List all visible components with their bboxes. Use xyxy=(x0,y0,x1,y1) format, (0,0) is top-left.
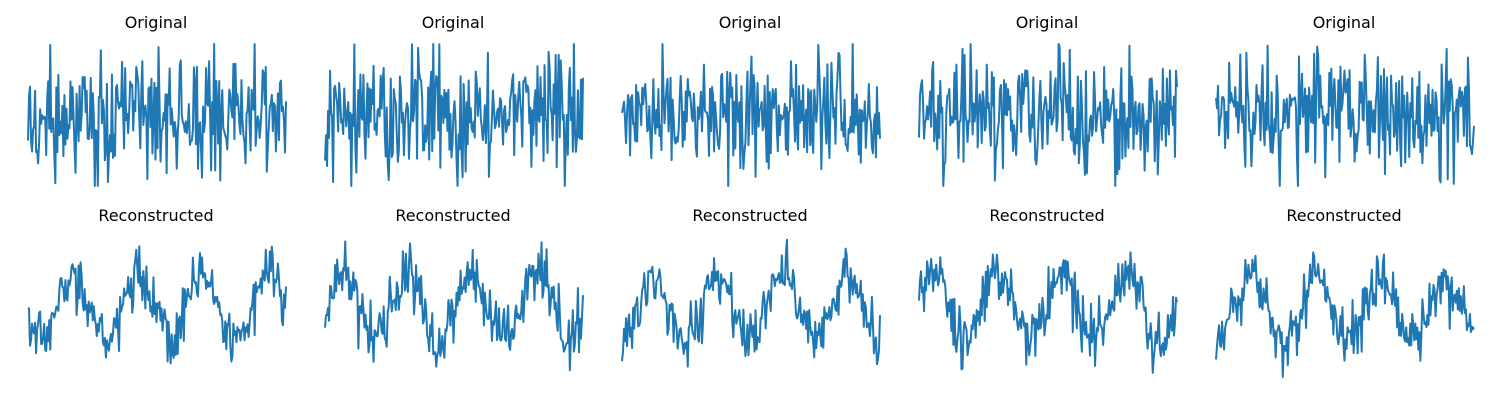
panel-original-5: Original xyxy=(1215,13,1475,187)
panel-title: Reconstructed xyxy=(989,206,1104,225)
panel-original-3: Original xyxy=(621,13,881,187)
panel-title: Original xyxy=(719,13,782,32)
panel-original-1: Original xyxy=(27,13,287,187)
panel-title: Original xyxy=(1016,13,1079,32)
series-line xyxy=(621,238,881,368)
panel-reconstructed-4: Reconstructed xyxy=(918,206,1178,374)
panel-reconstructed-5: Reconstructed xyxy=(1215,206,1475,378)
panel-reconstructed-2: Reconstructed xyxy=(324,206,584,372)
panel-title: Reconstructed xyxy=(692,206,807,225)
panel-title: Reconstructed xyxy=(395,206,510,225)
panel-title: Reconstructed xyxy=(98,206,213,225)
panel-original-2: Original xyxy=(324,13,584,187)
panel-title: Reconstructed xyxy=(1286,206,1401,225)
panel-title: Original xyxy=(422,13,485,32)
panel-title: Original xyxy=(1313,13,1376,32)
panel-original-4: Original xyxy=(918,13,1178,187)
panel-reconstructed-1: Reconstructed xyxy=(27,206,287,365)
series-line xyxy=(918,43,1178,187)
series-line xyxy=(1215,251,1475,378)
series-line xyxy=(324,43,584,187)
panel-reconstructed-3: Reconstructed xyxy=(621,206,881,368)
series-line xyxy=(27,245,287,365)
series-line xyxy=(621,43,881,187)
series-line xyxy=(27,43,287,187)
series-line xyxy=(324,240,584,372)
series-line xyxy=(918,251,1178,374)
series-line xyxy=(1215,44,1475,187)
panel-title: Original xyxy=(125,13,188,32)
